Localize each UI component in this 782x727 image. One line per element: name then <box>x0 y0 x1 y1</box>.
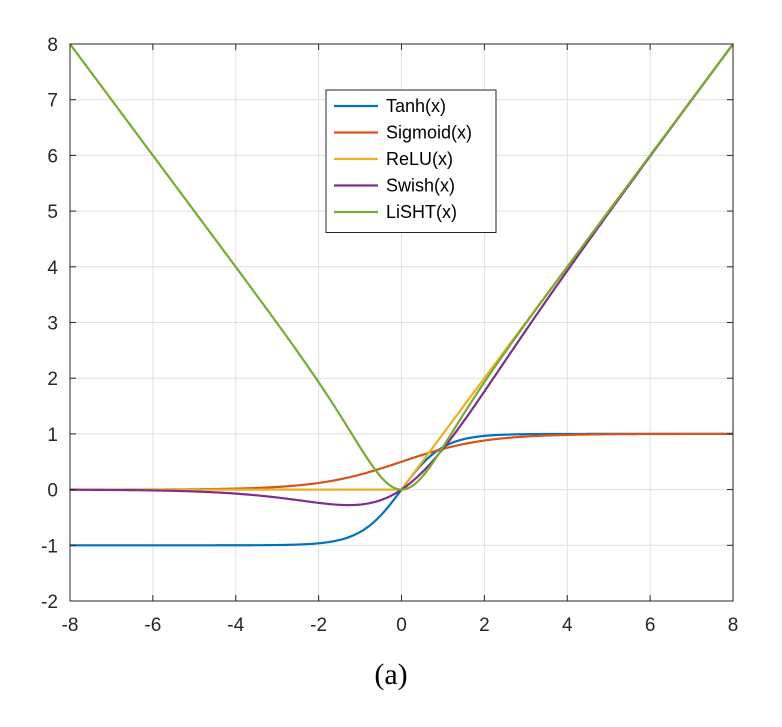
y-tick-label: 4 <box>47 258 58 279</box>
legend-label-swish: Swish(x) <box>386 176 455 196</box>
y-tick-label: 6 <box>47 146 58 167</box>
figure-caption: (a) <box>374 658 408 691</box>
legend-label-sigmoid: Sigmoid(x) <box>386 123 472 143</box>
y-tick-label: 0 <box>47 481 58 502</box>
y-tick-label: -1 <box>41 536 58 557</box>
y-tick-label: -2 <box>41 592 58 613</box>
x-tick-label: 2 <box>479 615 490 636</box>
x-tick-label: 4 <box>562 615 573 636</box>
series-lines <box>69 43 734 547</box>
legend: Tanh(x) Sigmoid(x) ReLU(x) Swish(x) LiSHT(x) <box>325 89 497 233</box>
axis-ticks: -8 -6 -4 -2 0 2 4 6 8 -2 -1 0 1 2 3 4 5 6 7 8 <box>41 35 738 636</box>
legend-label-relu: ReLU(x) <box>386 149 453 169</box>
x-tick-label: 0 <box>396 615 407 636</box>
y-tick-label: 3 <box>47 314 58 335</box>
x-tick-label: -8 <box>62 615 79 636</box>
legend-label-tanh: Tanh(x) <box>386 96 446 116</box>
y-tick-label: 1 <box>47 425 58 446</box>
y-tick-label: 2 <box>47 369 58 390</box>
x-tick-label: 8 <box>728 615 739 636</box>
legend-box <box>325 89 497 233</box>
y-tick-label: 7 <box>47 91 58 112</box>
x-tick-label: -4 <box>227 615 244 636</box>
x-tick-label: 6 <box>645 615 656 636</box>
x-tick-label: -2 <box>310 615 327 636</box>
series-line-lisht <box>69 43 734 491</box>
y-tick-label: 8 <box>47 35 58 56</box>
y-tick-label: 5 <box>47 202 58 223</box>
x-tick-label: -6 <box>144 615 161 636</box>
legend-label-lisht: LiSHT(x) <box>386 202 457 222</box>
